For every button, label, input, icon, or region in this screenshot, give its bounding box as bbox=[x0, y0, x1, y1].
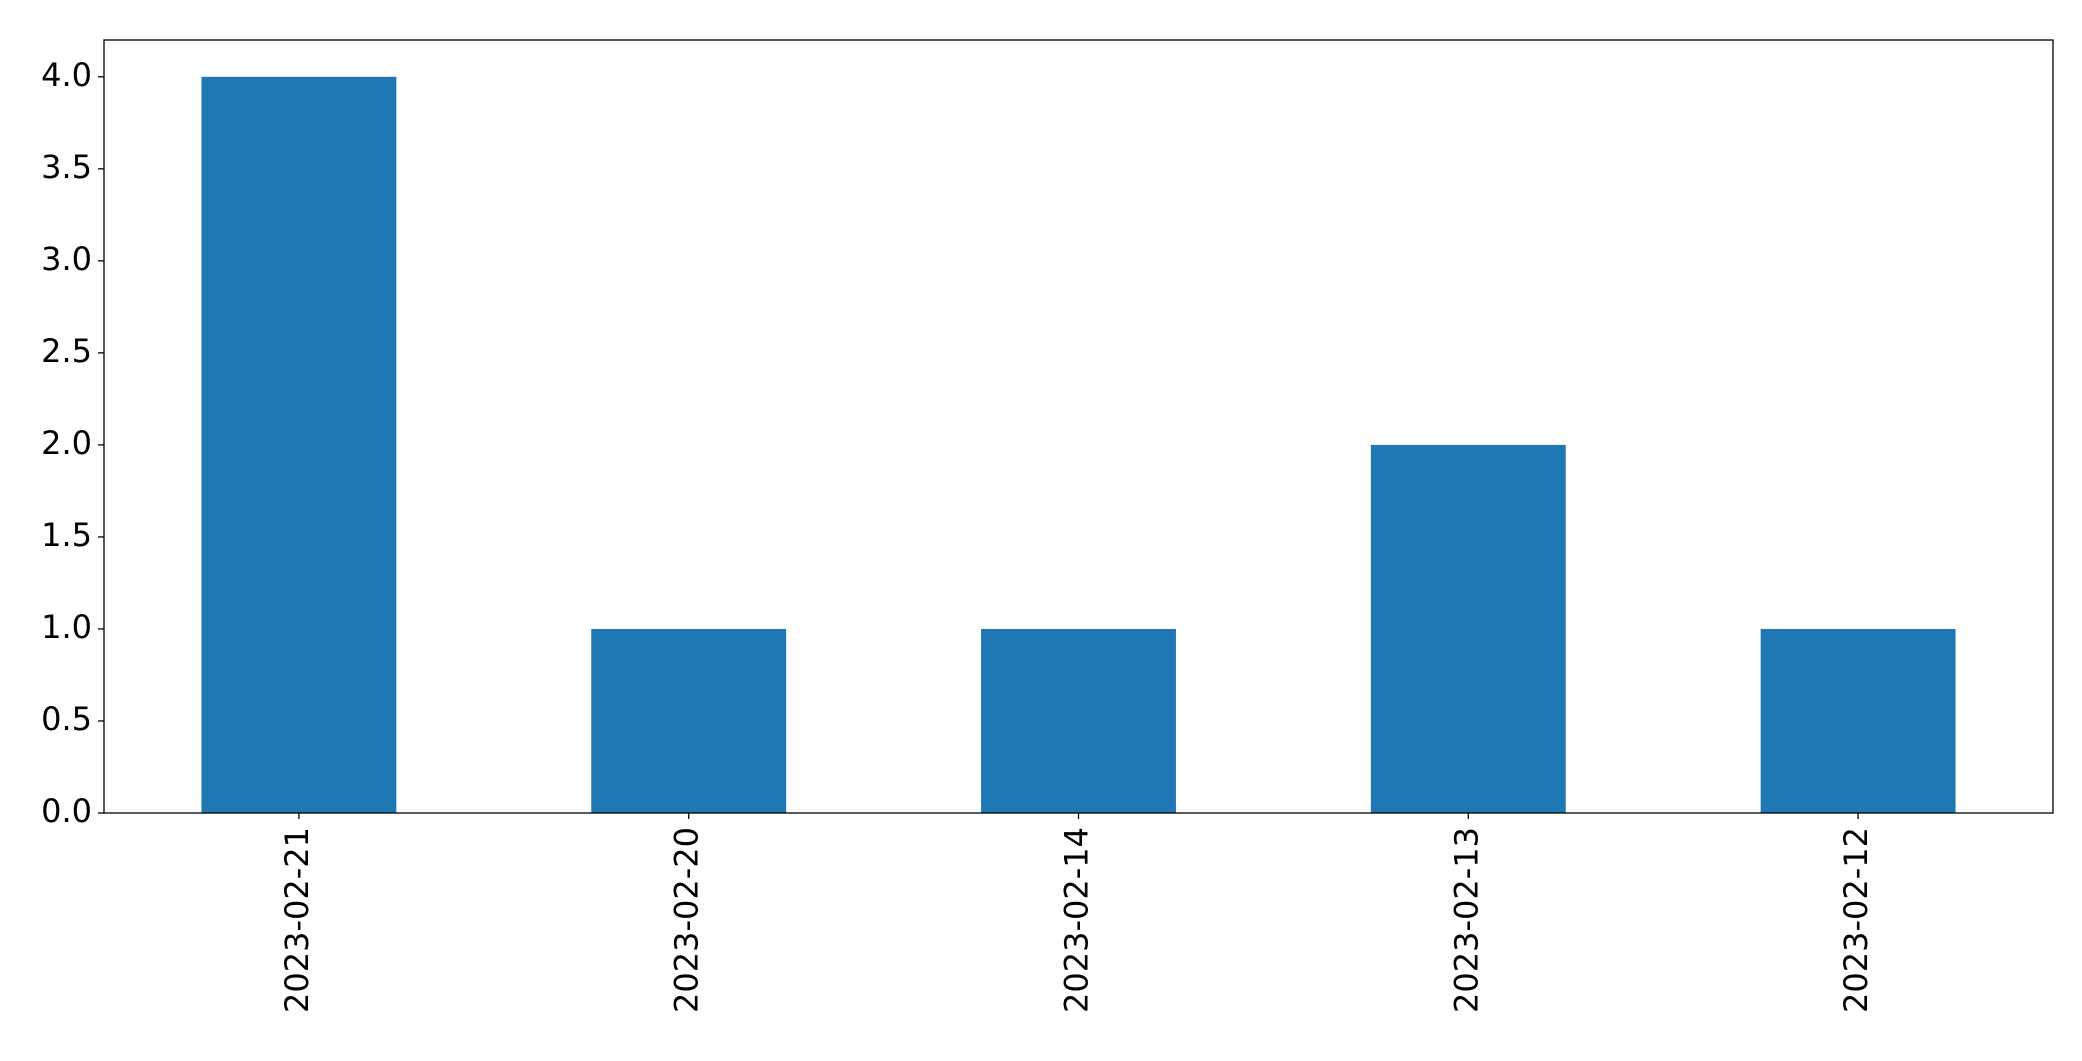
bar bbox=[1370, 444, 1566, 813]
bar bbox=[981, 628, 1176, 813]
y-tick-label: 4.0 bbox=[41, 56, 92, 94]
y-tick-label: 1.5 bbox=[41, 516, 92, 554]
plot-frame bbox=[103, 39, 2054, 814]
y-tick-label: 0.5 bbox=[41, 700, 92, 738]
y-tick-label: 1.0 bbox=[41, 608, 92, 646]
y-tick-label: 3.5 bbox=[41, 148, 92, 186]
x-tick-label: 2023-02-13 bbox=[1447, 827, 1485, 1013]
bar bbox=[591, 628, 787, 813]
x-tick-label: 2023-02-14 bbox=[1058, 827, 1096, 1013]
x-tick-label: 2023-02-21 bbox=[278, 827, 316, 1013]
y-tick-label: 3.0 bbox=[41, 240, 92, 278]
bar bbox=[201, 76, 397, 814]
y-tick-label: 2.5 bbox=[41, 332, 92, 370]
y-tick-label: 2.0 bbox=[41, 424, 92, 462]
bar bbox=[1760, 628, 1956, 813]
y-tick-label: 0.0 bbox=[41, 792, 92, 830]
x-tick-label: 2023-02-20 bbox=[668, 827, 706, 1013]
x-tick-label: 2023-02-12 bbox=[1837, 827, 1875, 1013]
